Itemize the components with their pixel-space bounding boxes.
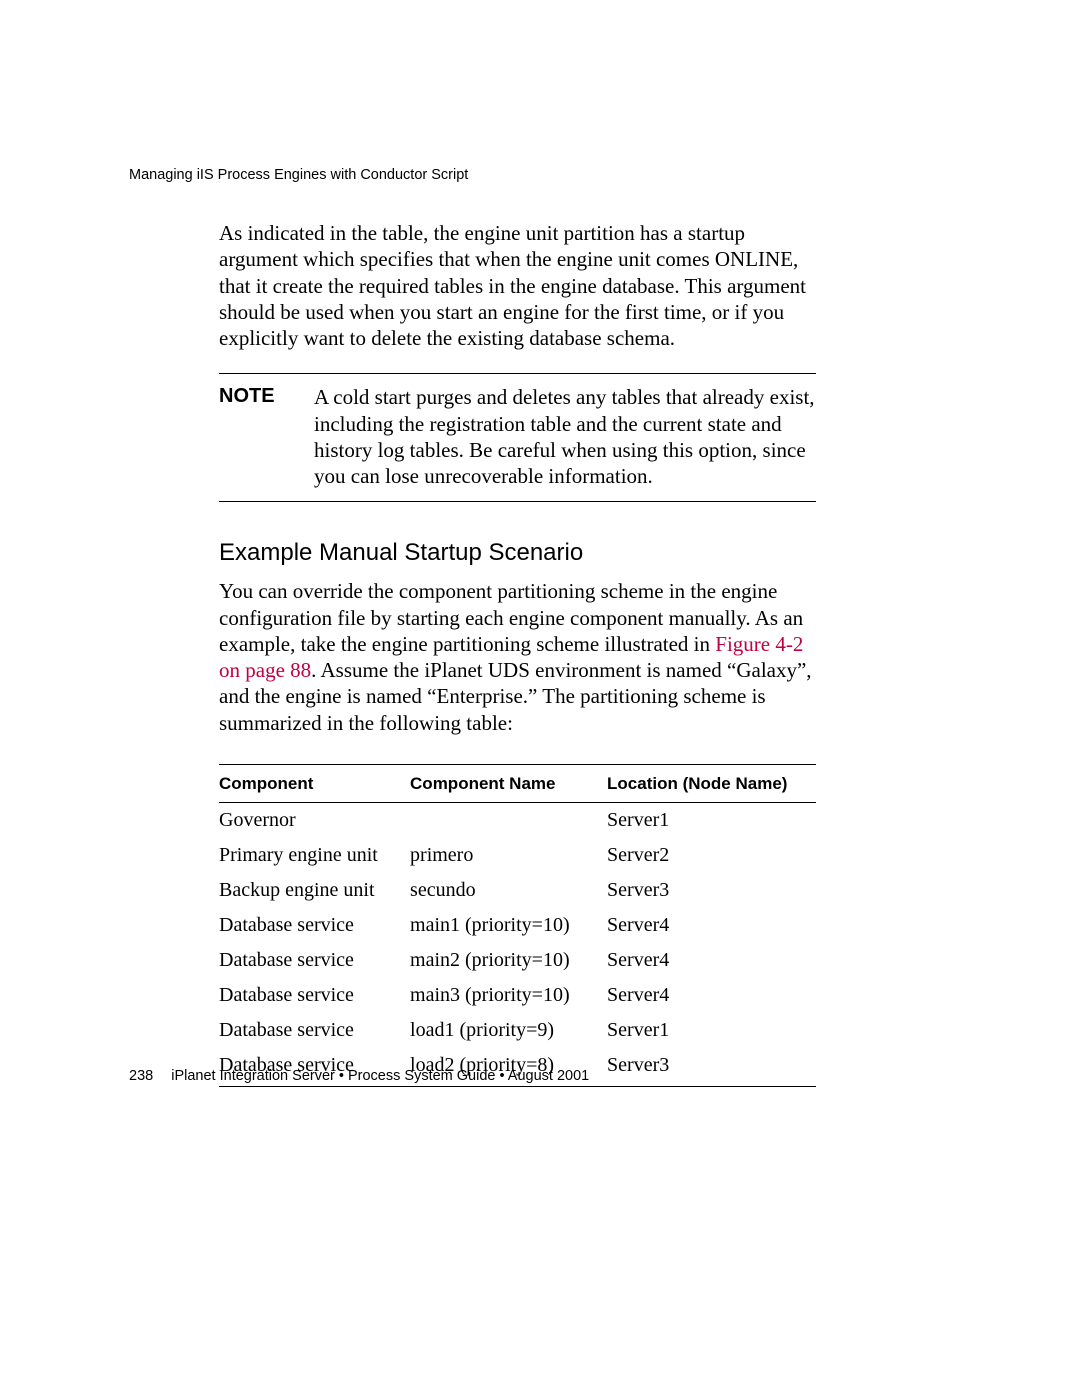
table-body: Governor Server1 Primary engine unit pri… [219, 803, 816, 1087]
table-cell: Database service [219, 943, 410, 978]
table-cell: Server1 [607, 803, 816, 839]
table-cell: secundo [410, 873, 607, 908]
table-row: Database service main3 (priority=10) Ser… [219, 978, 816, 1013]
table-row: Database service load1 (priority=9) Serv… [219, 1013, 816, 1048]
table-cell: Server1 [607, 1013, 816, 1048]
page-footer: 238 iPlanet Integration Server • Process… [129, 1067, 589, 1085]
table-cell: Server3 [607, 1048, 816, 1087]
component-table: Component Component Name Location (Node … [219, 764, 816, 1087]
table-cell: Server3 [607, 873, 816, 908]
table-cell: Backup engine unit [219, 873, 410, 908]
document-page: Managing iIS Process Engines with Conduc… [0, 0, 1080, 1397]
table-cell: Server4 [607, 908, 816, 943]
section-paragraph: You can override the component partition… [219, 578, 816, 736]
page-content: As indicated in the table, the engine un… [219, 220, 816, 1087]
footer-text: iPlanet Integration Server • Process Sys… [171, 1068, 589, 1084]
table-row: Governor Server1 [219, 803, 816, 839]
table-row: Backup engine unit secundo Server3 [219, 873, 816, 908]
table-cell: Database service [219, 978, 410, 1013]
table-row: Database service main2 (priority=10) Ser… [219, 943, 816, 978]
table-row: Primary engine unit primero Server2 [219, 838, 816, 873]
table-cell: Server2 [607, 838, 816, 873]
table-cell: main3 (priority=10) [410, 978, 607, 1013]
table-cell [410, 803, 607, 839]
table-cell: Primary engine unit [219, 838, 410, 873]
intro-paragraph: As indicated in the table, the engine un… [219, 220, 816, 351]
note-label: NOTE [219, 384, 314, 489]
table-cell: main1 (priority=10) [410, 908, 607, 943]
table-cell: primero [410, 838, 607, 873]
table-cell: main2 (priority=10) [410, 943, 607, 978]
table-cell: Server4 [607, 943, 816, 978]
table-cell: Database service [219, 1013, 410, 1048]
note-text: A cold start purges and deletes any tabl… [314, 384, 816, 489]
page-number: 238 [129, 1068, 153, 1084]
table-cell: Governor [219, 803, 410, 839]
table-header-cell: Component Name [410, 764, 607, 802]
running-header: Managing iIS Process Engines with Conduc… [129, 166, 468, 184]
table-cell: load1 (priority=9) [410, 1013, 607, 1048]
table-cell: Server4 [607, 978, 816, 1013]
note-box: NOTE A cold start purges and deletes any… [219, 373, 816, 502]
section-heading: Example Manual Startup Scenario [219, 538, 816, 568]
table-cell: Database service [219, 908, 410, 943]
table-header-row: Component Component Name Location (Node … [219, 764, 816, 802]
table-header-cell: Component [219, 764, 410, 802]
table-row: Database service main1 (priority=10) Ser… [219, 908, 816, 943]
table-header-cell: Location (Node Name) [607, 764, 816, 802]
